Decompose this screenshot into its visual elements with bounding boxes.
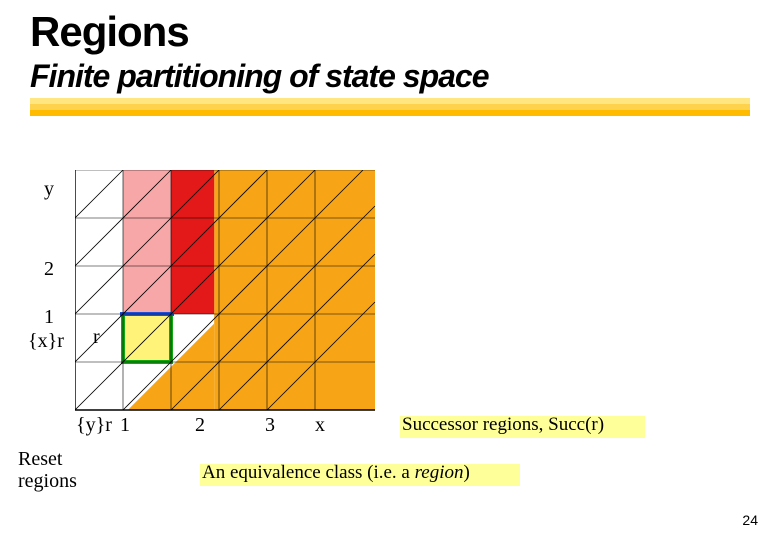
- x-axis-label: x: [315, 414, 325, 437]
- x-tick-1: 1: [120, 414, 130, 437]
- x-tick-3: 3: [265, 414, 275, 437]
- reset-yr-label: {y}r: [76, 414, 112, 437]
- slide-subtitle: Finite partitioning of state space: [30, 58, 489, 95]
- reset-line2: regions: [18, 470, 77, 492]
- region-diagram: [75, 170, 495, 440]
- slide-title: Regions: [30, 8, 189, 56]
- region-r-label: r: [93, 326, 100, 349]
- reset-regions-label: Reset regions: [18, 448, 77, 492]
- reset-line1: Reset: [18, 448, 62, 470]
- equiv-label: An equivalence class (i.e. a region): [202, 462, 470, 484]
- reset-xr-label: {x}r: [28, 330, 64, 353]
- successor-label: Successor regions, Succ(r): [402, 414, 604, 436]
- y-tick-1: 1: [44, 306, 54, 329]
- equiv-text-b: region: [415, 462, 464, 483]
- x-tick-2: 2: [195, 414, 205, 437]
- y-axis-label: y: [44, 178, 54, 201]
- slide-number: 24: [742, 512, 758, 528]
- y-tick-2: 2: [44, 258, 54, 281]
- title-underline-stripe: [30, 98, 750, 116]
- equiv-text-a: An equivalence class (i.e. a: [202, 462, 415, 483]
- equiv-text-c: ): [464, 462, 470, 483]
